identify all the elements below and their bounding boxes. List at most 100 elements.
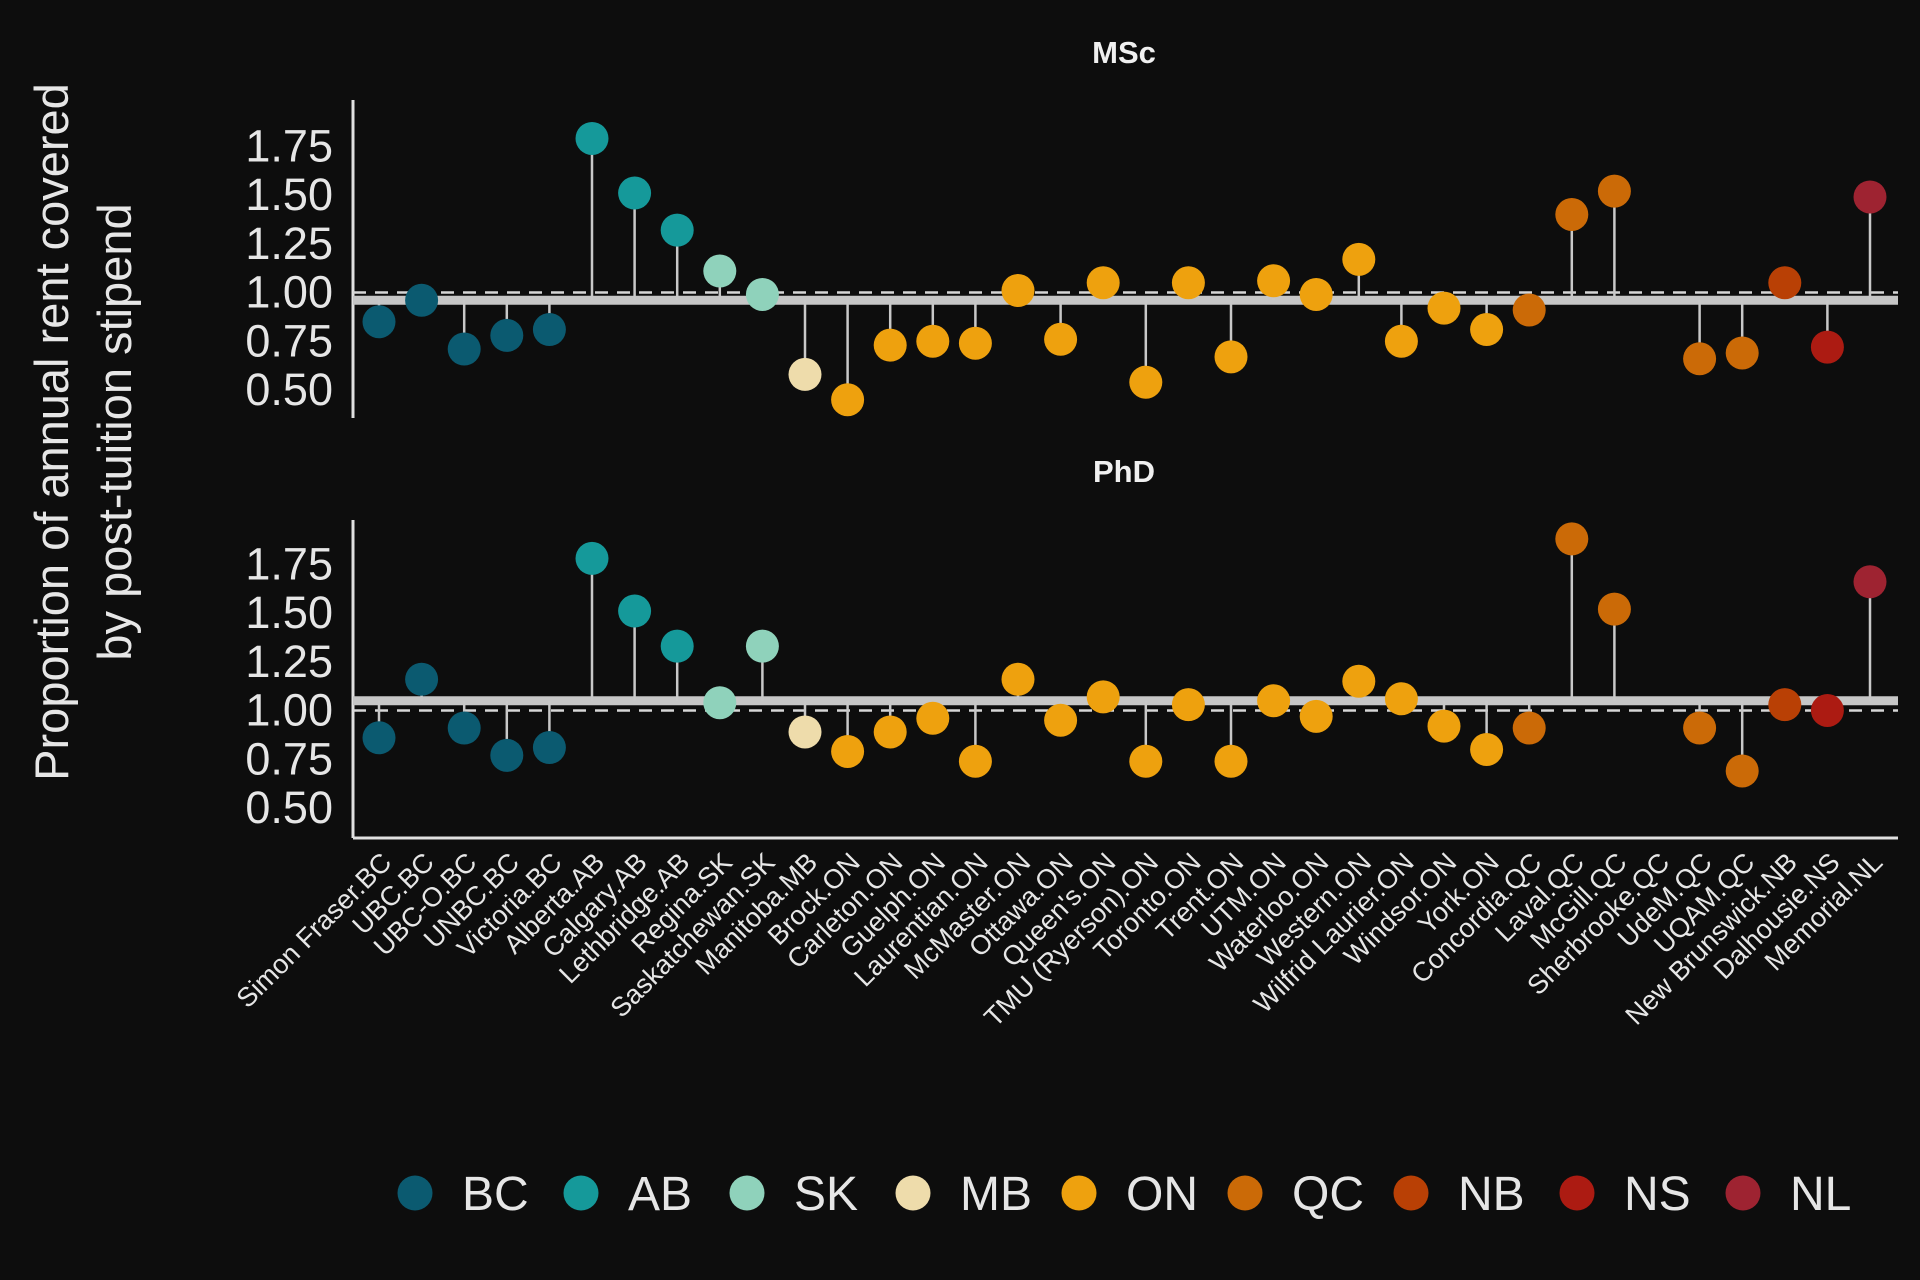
data-point-msc: [1725, 336, 1759, 370]
data-point-msc: [1086, 266, 1120, 300]
data-point-phd: [1683, 711, 1717, 745]
data-point-phd: [447, 711, 481, 745]
data-point-msc: [1044, 322, 1078, 356]
data-point-msc: [916, 324, 950, 358]
legend-marker-mb: [895, 1175, 931, 1211]
legend-label-ab: AB: [628, 1168, 692, 1221]
data-point-phd: [532, 731, 566, 765]
data-point-msc: [958, 326, 992, 360]
data-point-phd: [1768, 688, 1802, 722]
legend-label-on: ON: [1126, 1168, 1198, 1221]
data-point-msc: [362, 305, 396, 339]
y-tick-label-phd: 0.50: [245, 782, 333, 833]
legend-label-ns: NS: [1624, 1168, 1691, 1221]
data-point-phd: [618, 594, 652, 628]
data-point-phd: [490, 738, 524, 772]
legend-marker-bc: [397, 1175, 433, 1211]
y-tick-label-msc: 1.75: [245, 120, 333, 171]
data-point-msc: [1299, 277, 1333, 311]
data-point-msc: [788, 357, 822, 391]
y-tick-label-phd: 1.75: [245, 538, 333, 589]
data-point-phd: [1597, 592, 1631, 626]
data-point-msc: [1683, 342, 1717, 376]
legend-marker-sk: [729, 1175, 765, 1211]
data-point-phd: [1853, 565, 1887, 599]
data-point-phd: [1299, 699, 1333, 733]
data-point-msc: [405, 283, 439, 317]
panel-title-msc: MSc: [1092, 35, 1156, 70]
data-point-phd: [362, 721, 396, 755]
legend-marker-ab: [563, 1175, 599, 1211]
y-tick-label-msc: 1.00: [245, 267, 333, 318]
legend-label-sk: SK: [794, 1168, 858, 1221]
data-point-msc: [575, 121, 609, 155]
data-point-msc: [490, 318, 524, 352]
y-tick-label-phd: 1.25: [245, 636, 333, 687]
data-point-phd: [1257, 684, 1291, 718]
data-point-phd: [405, 662, 439, 696]
data-point-msc: [1853, 180, 1887, 214]
data-point-phd: [703, 686, 737, 720]
data-point-msc: [1257, 264, 1291, 298]
data-point-phd: [1810, 694, 1844, 727]
legend-label-nb: NB: [1458, 1168, 1525, 1221]
data-point-phd: [1512, 711, 1546, 745]
y-axis-label-line-1: Proportion of annual rent covered: [25, 83, 78, 781]
y-tick-label-phd: 1.00: [245, 685, 333, 736]
y-tick-label-msc: 1.25: [245, 218, 333, 269]
data-point-phd: [1384, 682, 1418, 716]
data-point-msc: [447, 332, 481, 366]
data-point-phd: [873, 715, 907, 749]
data-point-phd: [1555, 522, 1589, 556]
data-point-msc: [1768, 266, 1802, 300]
legend-marker-on: [1061, 1175, 1097, 1211]
data-point-msc: [1001, 274, 1035, 308]
data-point-phd: [1129, 744, 1163, 778]
data-point-phd: [831, 734, 865, 768]
data-point-msc: [532, 313, 566, 347]
data-point-msc: [1342, 242, 1376, 276]
y-tick-label-phd: 0.75: [245, 733, 333, 784]
y-tick-label-phd: 1.50: [245, 587, 333, 638]
data-point-msc: [1214, 340, 1248, 374]
data-point-phd: [1171, 688, 1205, 722]
data-point-phd: [1086, 680, 1120, 714]
data-point-phd: [1470, 733, 1504, 766]
data-point-phd: [1342, 664, 1376, 698]
legend-marker-nb: [1393, 1175, 1429, 1211]
panel-title-phd: PhD: [1093, 454, 1155, 489]
data-point-phd: [1001, 662, 1035, 696]
data-point-phd: [1214, 744, 1248, 778]
y-axis-label-line-2: by post-tuition stipend: [88, 203, 141, 660]
y-tick-label-msc: 1.50: [245, 169, 333, 220]
data-point-msc: [618, 176, 652, 210]
data-point-msc: [831, 383, 865, 417]
legend-marker-qc: [1227, 1175, 1263, 1211]
data-point-phd: [1427, 709, 1461, 743]
data-point-msc: [1597, 174, 1631, 208]
data-point-phd: [1044, 703, 1078, 737]
data-point-msc: [660, 213, 694, 247]
legend-marker-ns: [1559, 1175, 1595, 1211]
legend-label-nl: NL: [1790, 1168, 1851, 1221]
data-point-msc: [1171, 266, 1205, 300]
data-point-msc: [1555, 198, 1589, 231]
data-point-phd: [958, 744, 992, 778]
data-point-phd: [788, 715, 822, 749]
data-point-msc: [1427, 291, 1461, 325]
legend-label-qc: QC: [1292, 1168, 1364, 1221]
data-point-msc: [873, 328, 907, 362]
data-point-phd: [1725, 754, 1759, 788]
data-point-msc: [1512, 293, 1546, 327]
y-tick-label-msc: 0.75: [245, 315, 333, 366]
data-point-msc: [1810, 330, 1844, 364]
data-point-msc: [745, 277, 779, 311]
data-point-msc: [1129, 365, 1163, 399]
data-point-phd: [660, 629, 694, 663]
data-point-phd: [745, 629, 779, 663]
y-tick-label-msc: 0.50: [245, 364, 333, 415]
data-point-msc: [1470, 313, 1504, 347]
data-point-msc: [1384, 324, 1418, 358]
